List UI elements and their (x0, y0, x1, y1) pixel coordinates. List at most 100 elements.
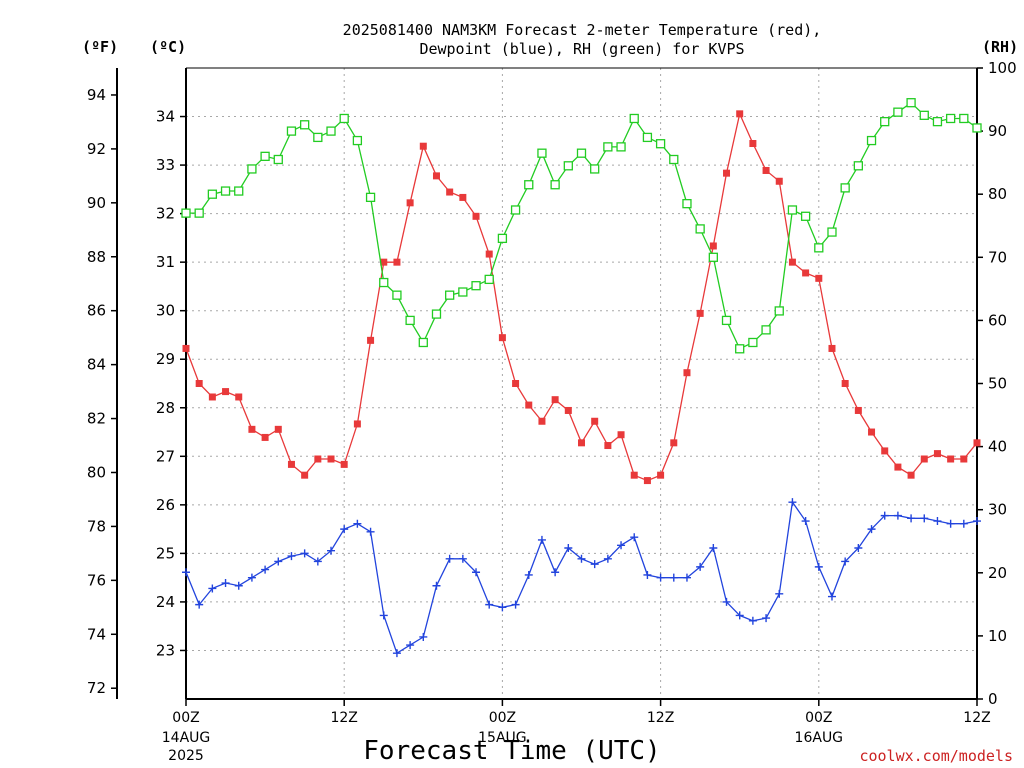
temperature-point (327, 455, 335, 463)
rh-point (853, 161, 863, 171)
rh-tick-label: 100 (988, 59, 1017, 77)
temperature-point (933, 450, 941, 458)
dewpoint-point (669, 573, 678, 582)
temperature-point (881, 447, 889, 455)
dewpoint-point (392, 649, 401, 658)
dewpoint-point (300, 549, 309, 558)
dewpoint-point (682, 573, 691, 582)
rh-point (827, 227, 837, 237)
temperature-point (340, 460, 348, 468)
dewpoint-point (590, 560, 599, 569)
rh-point (708, 252, 718, 262)
temperature-point (788, 258, 796, 266)
temperature-point (591, 417, 599, 425)
temperature-point (367, 336, 375, 344)
dewpoint-point (656, 573, 665, 582)
rh-tick-label: 70 (988, 248, 1007, 266)
celsius-axis: 23 24 25 26 27 28 29 30 31 32 33 34 (156, 108, 186, 659)
time-tick-label: 12Z (330, 710, 357, 726)
rh-point (286, 126, 297, 136)
celsius-tick-label: 30 (156, 302, 175, 320)
rh-point (418, 337, 428, 348)
temperature-point (432, 172, 440, 180)
dewpoint-point (577, 554, 586, 563)
chart-title-line-1: 2025081400 NAM3KM Forecast 2-meter Tempe… (343, 21, 822, 39)
celsius-tick-label: 28 (156, 399, 175, 417)
rh-point (207, 189, 218, 199)
celsius-tick-label: 29 (156, 350, 175, 368)
dewpoint-point (274, 557, 283, 566)
temperature-point (498, 334, 506, 342)
dewpoint-point (762, 614, 771, 623)
dewpoint-point (472, 568, 481, 577)
time-tick-sublabel: 15AUG (478, 730, 527, 746)
rh-point (840, 183, 850, 193)
rh-tick-label: 50 (988, 375, 1007, 393)
dewpoint-point (735, 611, 744, 620)
fahrenheit-tick-label: 86 (87, 302, 106, 320)
rh-point (669, 154, 679, 165)
dewpoint-point (946, 519, 955, 528)
fahrenheit-unit-label: (ºF) (82, 38, 118, 56)
temperature-point (578, 439, 585, 447)
rh-point (550, 180, 560, 190)
rh-point (735, 344, 745, 354)
temperature-point (485, 250, 493, 258)
rh-point (959, 113, 969, 124)
rh-point (814, 243, 824, 253)
rh-point (260, 151, 270, 161)
dewpoint-point (182, 568, 190, 577)
rh-point (603, 142, 613, 152)
temperature-point (657, 471, 665, 479)
temperature-point (195, 380, 203, 387)
temperature-point (182, 344, 190, 352)
celsius-tick-label: 26 (156, 496, 175, 514)
rh-point (761, 325, 771, 335)
temperature-point (815, 274, 823, 282)
rh-point (510, 205, 521, 215)
temperature-point (208, 393, 216, 401)
time-tick-sublabel: 14AUG (162, 730, 211, 746)
rh-point (405, 315, 415, 326)
time-tick-sublabel: 16AUG (795, 730, 844, 746)
temperature-point (617, 431, 625, 439)
temperature-point (973, 439, 981, 447)
dewpoint-point (564, 543, 573, 552)
rh-unit-label: (RH) (982, 38, 1018, 56)
temperature-point (960, 455, 968, 463)
rh-point (787, 205, 798, 215)
rh-tick-label: 90 (988, 122, 1007, 140)
temperature-point (709, 242, 717, 250)
dewpoint-point (208, 584, 217, 593)
rh-point (866, 135, 877, 146)
dewpoint-point (537, 535, 546, 544)
temperature-point (525, 401, 533, 409)
dewpoint-point (827, 592, 836, 601)
dewpoint-point (709, 543, 718, 552)
dewpoint-series (182, 498, 981, 658)
temperature-point (696, 309, 704, 317)
temperature-point (854, 406, 862, 414)
temperature-point (314, 455, 322, 463)
rh-tick-label: 40 (988, 438, 1007, 456)
dewpoint-point (195, 600, 204, 609)
dewpoint-point (748, 616, 757, 625)
temperature-point (723, 169, 731, 177)
rh-point (919, 110, 929, 120)
rh-point (194, 208, 204, 218)
dewpoint-point (933, 517, 942, 526)
temperature-point (419, 142, 427, 150)
temperature-point (802, 269, 810, 277)
temperature-point (380, 258, 388, 266)
rh-point (537, 148, 547, 158)
rh-tick-label: 80 (988, 185, 1007, 203)
temperature-point (472, 212, 480, 220)
dewpoint-point (880, 511, 889, 520)
dewpoint-point (366, 527, 375, 536)
dewpoint-point (234, 581, 243, 590)
dewpoint-point (801, 517, 810, 526)
rh-point (313, 132, 323, 143)
dewpoint-point (603, 554, 612, 563)
rh-point (800, 211, 811, 221)
dewpoint-point (247, 573, 256, 582)
